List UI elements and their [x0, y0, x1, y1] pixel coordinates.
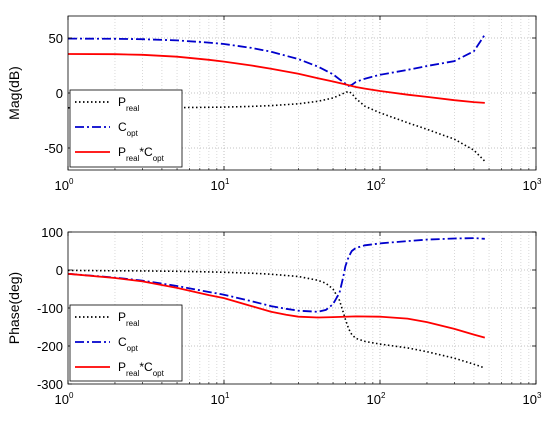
legend-entry-label: Copt: [118, 335, 139, 353]
legend-entry-label: Copt: [118, 120, 139, 138]
legend-box: [69, 304, 183, 382]
y-tick-label: -300: [37, 377, 63, 392]
y-tick-label: -100: [37, 301, 63, 316]
x-tick-label: 100: [55, 177, 74, 193]
legend-entry-label: Preal*Copt: [118, 145, 165, 163]
series-line-1: [68, 34, 486, 87]
series-line-0: [68, 90, 486, 162]
legend: Preal Copt Preal*Copt: [69, 304, 183, 382]
legend-entry-label: Preal: [118, 310, 140, 328]
phase-plot: 100 101 102 103 -300 -200 -100 0 100 Phase(deg) Pr…: [6, 225, 542, 407]
y-tick-label: 50: [49, 31, 63, 46]
magnitude-plot: 100 101 102 103 -50 0 50 Mag(dB) Preal Copt Preal*…: [6, 15, 542, 193]
y-tick-label: 100: [41, 225, 63, 240]
y-tick-label: -50: [44, 141, 63, 156]
legend-box: [69, 89, 183, 168]
series-line-2: [68, 272, 486, 339]
legend-entry-label: Preal: [118, 95, 140, 113]
x-tick-label: 103: [523, 391, 542, 407]
series-line-0: [68, 269, 486, 369]
x-tick-label: 101: [211, 177, 230, 193]
x-tick-label: 101: [211, 391, 230, 407]
x-tick-label: 102: [367, 391, 386, 407]
legend-entry-label: Preal*Copt: [118, 360, 165, 378]
y-tick-label: -200: [37, 339, 63, 354]
y-axis-label: Mag(dB): [6, 66, 22, 120]
y-axis-label: Phase(deg): [6, 272, 22, 344]
legend: Preal Copt Preal*Copt: [69, 89, 183, 168]
y-tick-label: 0: [56, 263, 63, 278]
x-tick-label: 102: [367, 177, 386, 193]
series-line-1: [68, 237, 485, 313]
series-group: [68, 237, 486, 369]
series-group: [68, 34, 486, 162]
y-tick-label: 0: [56, 86, 63, 101]
series-line-2: [68, 53, 485, 104]
x-tick-label: 103: [523, 177, 542, 193]
x-tick-label: 100: [55, 391, 74, 407]
